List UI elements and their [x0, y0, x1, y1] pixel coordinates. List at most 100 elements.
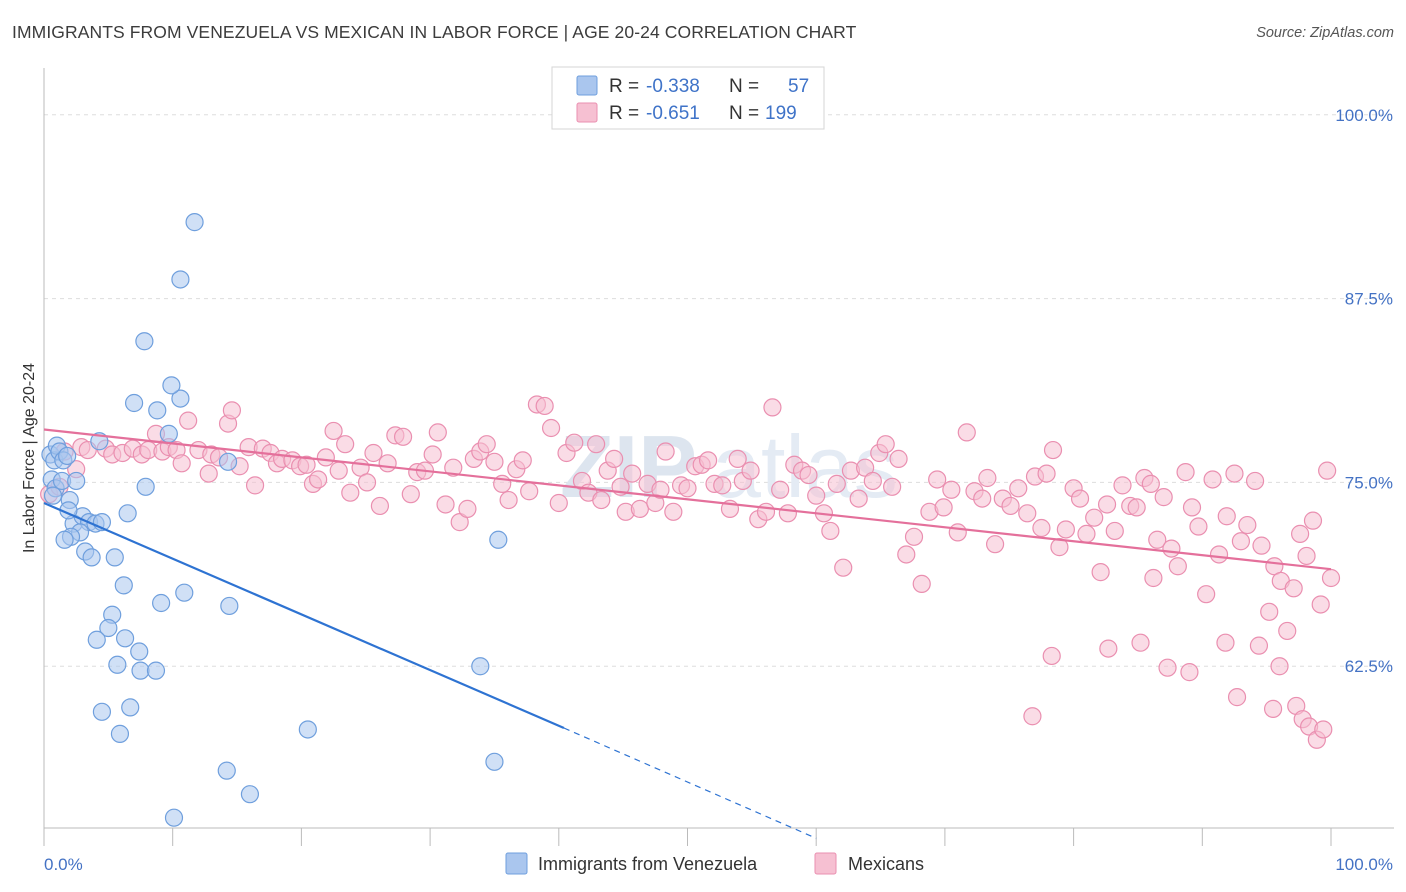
data-point: [1182, 498, 1202, 517]
data-point: [698, 451, 718, 470]
data-point: [179, 411, 198, 430]
data-point: [1141, 474, 1160, 493]
data-point: [1162, 539, 1181, 558]
mexicans-r-value: -0.651: [646, 103, 700, 124]
data-point: [114, 576, 133, 595]
y-tick-labels: 100.0% 87.5% 75.0% 62.5%: [1335, 106, 1393, 676]
data-point: [1189, 517, 1208, 536]
data-point: [471, 657, 490, 676]
data-point: [928, 470, 947, 489]
data-point: [370, 496, 390, 516]
venezuela-points: [41, 213, 508, 827]
data-point: [1127, 498, 1146, 517]
data-point: [477, 435, 496, 454]
data-point: [541, 418, 561, 438]
source-label: Source: ZipAtlas.com: [1256, 25, 1394, 41]
data-point: [329, 461, 348, 480]
data-point: [341, 483, 360, 502]
data-point: [605, 449, 624, 468]
data-point: [485, 752, 504, 771]
data-point: [728, 449, 747, 468]
data-point: [821, 521, 840, 541]
data-point: [1227, 688, 1247, 707]
data-point: [1216, 633, 1235, 652]
data-point: [741, 461, 760, 480]
data-point: [136, 477, 155, 496]
legend-label-mexicans: Mexicans: [848, 854, 924, 874]
venezuela-n-value: 57: [788, 76, 809, 97]
data-point: [220, 596, 239, 616]
data-point: [240, 785, 260, 804]
data-point: [1197, 585, 1216, 604]
data-point: [678, 479, 697, 498]
data-point: [357, 473, 377, 492]
venezuela-swatch: [576, 75, 598, 96]
venezuela-r-value: -0.338: [646, 76, 700, 97]
venezuela-r-label: R =: [609, 76, 639, 97]
data-point: [298, 720, 317, 739]
legend-swatch-venezuela: [505, 852, 528, 875]
data-point: [1245, 471, 1265, 491]
data-point: [1148, 530, 1167, 549]
data-point: [1037, 464, 1056, 483]
data-point: [444, 458, 463, 477]
data-point: [1278, 621, 1297, 641]
data-point: [87, 630, 106, 649]
bottom-legend: Immigrants from Venezuela Mexicans: [505, 852, 924, 875]
data-point: [630, 499, 649, 518]
data-point: [148, 401, 167, 420]
data-point: [175, 583, 194, 602]
data-point: [199, 464, 218, 483]
data-point: [436, 495, 455, 514]
data-point: [1085, 508, 1104, 527]
data-point: [778, 504, 797, 523]
data-point: [897, 545, 916, 564]
mexicans-r-label: R =: [609, 103, 639, 124]
data-point: [1217, 507, 1236, 526]
data-point: [1158, 658, 1177, 677]
data-point: [978, 468, 997, 488]
data-point: [1042, 646, 1061, 666]
data-point: [485, 452, 504, 471]
x-tick-label: 0.0%: [44, 855, 83, 874]
data-point: [863, 471, 882, 491]
mexicans-n-label: N =: [729, 103, 759, 124]
data-point: [92, 702, 112, 721]
data-point: [217, 761, 236, 780]
data-point: [1263, 699, 1283, 718]
data-point: [664, 502, 683, 521]
data-point: [1318, 461, 1337, 480]
data-point: [763, 398, 782, 417]
data-point: [152, 593, 171, 613]
data-point: [1311, 595, 1330, 614]
data-point: [535, 396, 554, 416]
data-point: [222, 401, 242, 420]
data-point: [1252, 536, 1271, 555]
data-point: [99, 618, 118, 638]
data-point: [1001, 496, 1020, 516]
data-point: [1209, 545, 1229, 564]
data-point: [889, 449, 908, 468]
data-point: [336, 435, 355, 454]
data-point: [162, 376, 181, 395]
data-point: [108, 655, 127, 674]
x-tick-labels: 0.0% 100.0%: [44, 855, 1393, 874]
data-point: [1097, 495, 1117, 514]
data-point: [423, 445, 442, 464]
data-point: [1144, 568, 1163, 588]
venezuela-trend-line: [43, 501, 565, 730]
data-point: [67, 471, 86, 491]
y-axis-label: In Labor Force | Age 20-24: [21, 363, 38, 553]
data-point: [378, 454, 397, 473]
data-point: [1032, 518, 1051, 538]
data-point: [1297, 546, 1316, 566]
data-point: [428, 423, 447, 442]
data-point: [115, 629, 135, 648]
data-point: [171, 389, 190, 408]
data-point: [218, 452, 238, 471]
data-point: [1291, 524, 1310, 543]
y-tick-label: 100.0%: [1335, 106, 1393, 125]
data-point: [1056, 520, 1075, 539]
data-point: [364, 443, 383, 463]
